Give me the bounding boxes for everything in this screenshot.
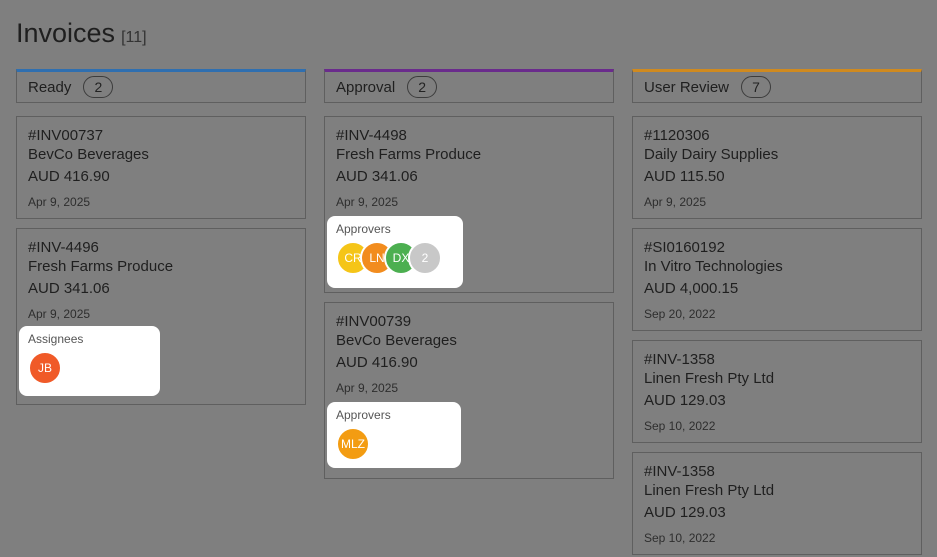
invoice-card[interactable]: #1120306 Daily Dairy Supplies AUD 115.50…	[632, 116, 922, 219]
invoice-date: Sep 20, 2022	[644, 307, 716, 321]
invoice-date: Apr 9, 2025	[28, 195, 91, 209]
column-approval: Approval 2	[324, 69, 614, 103]
approvers-popover: Approvers MLZ	[327, 402, 461, 468]
invoice-number: #INV-4496	[28, 239, 99, 256]
column-title: Approval	[336, 78, 396, 96]
invoice-card[interactable]: #INV00737 BevCo Beverages AUD 416.90 Apr…	[16, 116, 306, 219]
invoice-date: Apr 9, 2025	[336, 195, 399, 209]
approvers-label: Approvers	[336, 408, 391, 422]
invoice-number: #1120306	[644, 127, 710, 144]
vendor-name: Fresh Farms Produce	[28, 258, 174, 275]
invoice-number: #INV00737	[28, 127, 104, 144]
vendor-name: BevCo Beverages	[336, 332, 457, 349]
avatar[interactable]: MLZ	[336, 427, 370, 461]
invoice-number: #INV-4498	[336, 127, 407, 144]
column-count-badge: 2	[83, 76, 114, 98]
vendor-name: BevCo Beverages	[28, 146, 149, 163]
invoice-count: [11]	[121, 29, 147, 46]
invoice-amount: AUD 416.90	[336, 354, 418, 371]
invoice-amount: AUD 129.03	[644, 504, 726, 521]
avatar[interactable]: JB	[28, 351, 62, 385]
column-header-approval[interactable]: Approval 2	[324, 69, 614, 103]
approvers-label: Approvers	[336, 222, 391, 236]
vendor-name: Fresh Farms Produce	[336, 146, 482, 163]
invoice-amount: AUD 341.06	[336, 168, 418, 185]
page-title: Invoices [11]	[16, 18, 147, 49]
column-user-review: User Review 7	[632, 69, 922, 103]
vendor-name: Linen Fresh Pty Ltd	[644, 482, 775, 499]
invoice-number: #INV-1358	[644, 463, 715, 480]
vendor-name: Linen Fresh Pty Ltd	[644, 370, 775, 387]
avatar-overflow-count[interactable]: 2	[408, 241, 442, 275]
column-title: User Review	[644, 78, 730, 96]
invoice-amount: AUD 129.03	[644, 392, 726, 409]
invoice-number: #INV-1358	[644, 351, 715, 368]
invoice-date: Apr 9, 2025	[644, 195, 707, 209]
invoice-card[interactable]: #INV-1358 Linen Fresh Pty Ltd AUD 129.03…	[632, 452, 922, 555]
column-header-user-review[interactable]: User Review 7	[632, 69, 922, 103]
page-title-text: Invoices	[16, 18, 116, 48]
assignees-label: Assignees	[28, 332, 84, 346]
avatar-group: MLZ	[336, 427, 452, 461]
invoice-date: Apr 9, 2025	[28, 307, 91, 321]
invoice-amount: AUD 115.50	[644, 168, 725, 185]
invoice-amount: AUD 416.90	[28, 168, 110, 185]
invoice-amount: AUD 4,000.15	[644, 280, 739, 297]
column-count-badge: 7	[741, 76, 772, 98]
invoice-amount: AUD 341.06	[28, 280, 110, 297]
invoice-number: #INV00739	[336, 313, 412, 330]
column-title: Ready	[28, 78, 72, 96]
column-count-badge: 2	[407, 76, 438, 98]
invoice-card[interactable]: #SI0160192 In Vitro Technologies AUD 4,0…	[632, 228, 922, 331]
vendor-name: Daily Dairy Supplies	[644, 146, 779, 163]
vendor-name: In Vitro Technologies	[644, 258, 783, 275]
invoice-date: Apr 9, 2025	[336, 381, 399, 395]
avatar-group: JB	[28, 351, 151, 385]
column-header-ready[interactable]: Ready 2	[16, 69, 306, 103]
invoice-card[interactable]: #INV-1358 Linen Fresh Pty Ltd AUD 129.03…	[632, 340, 922, 443]
column-ready: Ready 2	[16, 69, 306, 103]
assignees-popover: Assignees JB	[19, 326, 160, 396]
invoice-date: Sep 10, 2022	[644, 419, 716, 433]
invoice-date: Sep 10, 2022	[644, 531, 716, 545]
approvers-popover: Approvers CR LN DX 2	[327, 216, 463, 288]
avatar-group: CR LN DX 2	[336, 241, 454, 275]
invoice-number: #SI0160192	[644, 239, 725, 256]
